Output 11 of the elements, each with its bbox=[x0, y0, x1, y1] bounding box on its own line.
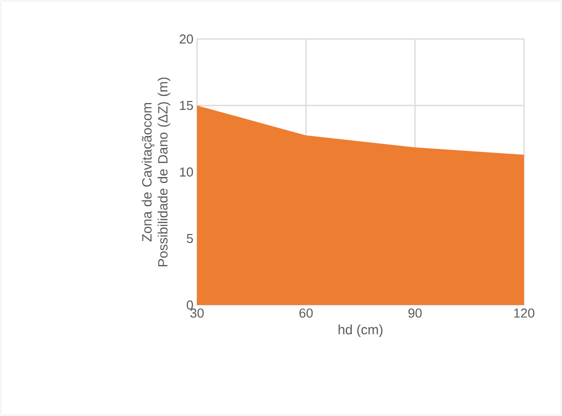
y-tick-label: 15 bbox=[180, 100, 193, 110]
y-tick-label: 0 bbox=[186, 300, 193, 310]
x-tick-label: 30 bbox=[190, 308, 204, 318]
x-tick-label: 120 bbox=[514, 308, 534, 318]
y-tick-label: 5 bbox=[186, 234, 193, 244]
x-axis-title: hd (cm) bbox=[338, 324, 382, 338]
y-axis-title: Zona de Cavitaçãocom Possibilidade de Dano (ΔZ) (m) bbox=[142, 78, 170, 266]
y-tick-label: 10 bbox=[180, 167, 193, 177]
x-tick-label: 60 bbox=[299, 308, 313, 318]
y-tick-label: 20 bbox=[180, 34, 193, 44]
x-tick-label: 90 bbox=[408, 308, 422, 318]
